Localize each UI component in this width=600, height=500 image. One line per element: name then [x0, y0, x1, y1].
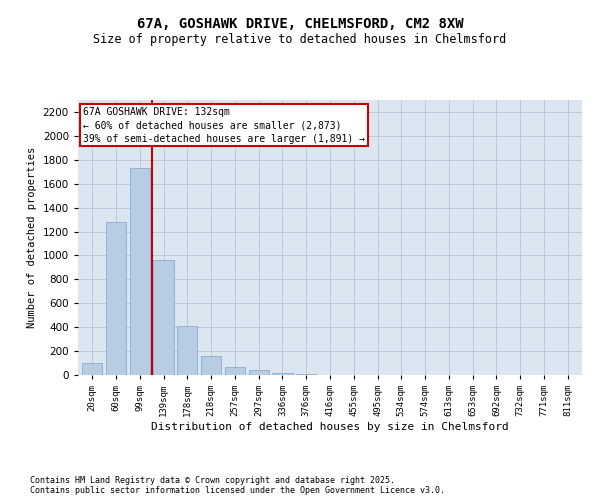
Bar [201, 356, 221, 375]
Text: Contains HM Land Registry data © Crown copyright and database right 2025.
Contai: Contains HM Land Registry data © Crown c… [30, 476, 445, 495]
Bar [296, 374, 316, 375]
Y-axis label: Number of detached properties: Number of detached properties [27, 147, 37, 328]
Bar [248, 370, 269, 375]
Bar [82, 363, 103, 375]
Text: 67A, GOSHAWK DRIVE, CHELMSFORD, CM2 8XW: 67A, GOSHAWK DRIVE, CHELMSFORD, CM2 8XW [137, 18, 463, 32]
Bar [154, 260, 173, 375]
Bar [106, 222, 126, 375]
Text: Size of property relative to detached houses in Chelmsford: Size of property relative to detached ho… [94, 32, 506, 46]
Bar [272, 372, 293, 375]
Text: 67A GOSHAWK DRIVE: 132sqm
← 60% of detached houses are smaller (2,873)
39% of se: 67A GOSHAWK DRIVE: 132sqm ← 60% of detac… [83, 107, 365, 144]
Bar [130, 168, 150, 375]
X-axis label: Distribution of detached houses by size in Chelmsford: Distribution of detached houses by size … [151, 422, 509, 432]
Bar [225, 366, 245, 375]
Bar [177, 326, 197, 375]
